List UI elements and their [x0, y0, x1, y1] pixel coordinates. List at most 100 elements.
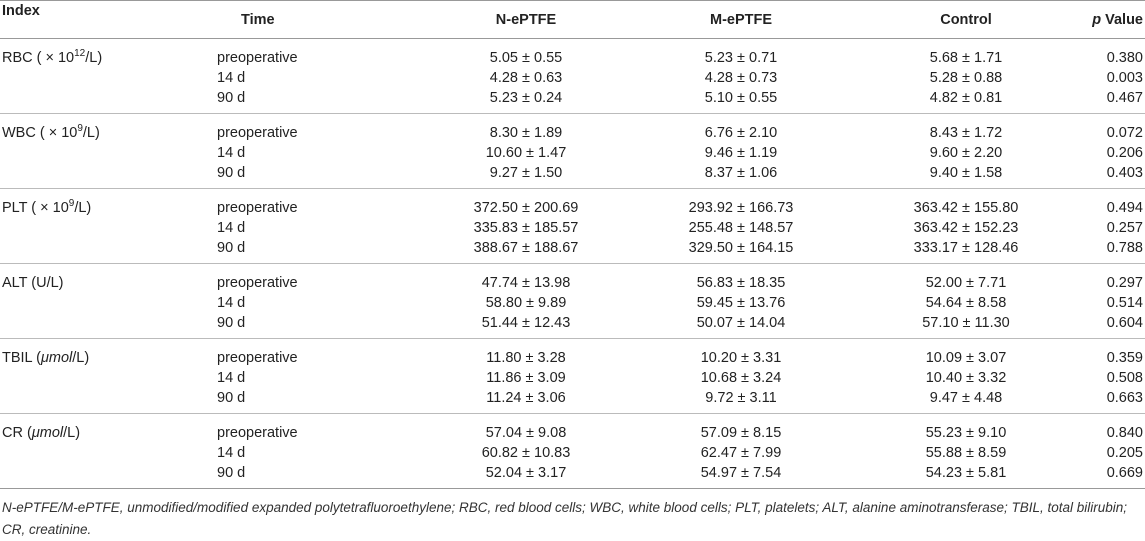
n-eptfe-cell: 60.82 ± 10.83 — [481, 445, 571, 461]
index-cell — [0, 388, 217, 414]
p-value-cell: 0.840 — [1106, 425, 1143, 441]
table-row: 90 d 9.27 ± 1.50 8.37 ± 1.06 9.40 ± 1.58 0.4… — [0, 163, 1145, 189]
n-eptfe-cell: 10.60 ± 1.47 — [485, 145, 567, 161]
time-cell: preoperative — [217, 425, 298, 441]
time-cell: 90 d — [217, 238, 421, 264]
index-label: WBC ( × 10 — [2, 125, 78, 141]
table-row: CR (μmol/L) preoperative 57.04 ± 9.08 57.09… — [0, 414, 1145, 444]
header-index: Index — [0, 0, 217, 39]
time-cell: 90 d — [217, 463, 421, 489]
p-value-cell: 0.380 — [1106, 50, 1143, 66]
time-cell: 14 d — [217, 220, 246, 236]
index-cell — [0, 88, 217, 114]
header-value-label: Value — [1101, 11, 1143, 28]
control-cell: 55.88 ± 8.59 — [925, 445, 1007, 461]
m-eptfe-cell: 293.92 ± 166.73 — [688, 200, 794, 216]
index-cell — [0, 143, 217, 163]
p-value-cell: 0.467 — [1081, 88, 1145, 114]
n-eptfe-cell: 11.86 ± 3.09 — [486, 370, 566, 386]
m-eptfe-cell: 6.76 ± 2.10 — [704, 125, 778, 141]
time-cell: 90 d — [217, 88, 421, 114]
control-cell: 10.09 ± 3.07 — [925, 350, 1007, 366]
time-cell: 90 d — [217, 313, 421, 339]
n-eptfe-cell: 47.74 ± 13.98 — [481, 275, 571, 291]
m-eptfe-cell: 57.09 ± 8.15 — [700, 425, 782, 441]
index-cell — [0, 443, 217, 463]
control-cell: 333.17 ± 128.46 — [851, 238, 1081, 264]
m-eptfe-cell: 255.48 ± 148.57 — [688, 220, 794, 236]
unit-italic: μmol — [40, 350, 73, 366]
p-value-cell: 0.359 — [1106, 350, 1143, 366]
index-cell — [0, 238, 217, 264]
row-group: PLT ( × 109/L) preoperative 372.50 ± 200.6… — [0, 189, 1145, 264]
header-p-italic: p — [1092, 11, 1102, 28]
m-eptfe-cell: 5.10 ± 0.55 — [631, 88, 851, 114]
index-unit: /L) — [74, 200, 92, 216]
index-label: PLT ( × 10 — [2, 200, 69, 216]
n-eptfe-cell: 5.23 ± 0.24 — [421, 88, 631, 114]
n-eptfe-cell: 57.04 ± 9.08 — [485, 425, 567, 441]
n-eptfe-cell: 9.27 ± 1.50 — [421, 163, 631, 189]
index-cell — [0, 293, 217, 313]
index-label: RBC ( × 10 — [2, 50, 75, 66]
index-cell: WBC ( × 109/L) — [0, 114, 217, 144]
control-cell: 54.64 ± 8.58 — [925, 295, 1007, 311]
time-cell: 90 d — [217, 388, 421, 414]
row-group: RBC ( × 1012/L) preoperative 5.05 ± 0.55 5.… — [0, 39, 1145, 114]
p-value-cell: 0.003 — [1106, 70, 1143, 86]
table-row: WBC ( × 109/L) preoperative 8.30 ± 1.89 6.7… — [0, 114, 1145, 144]
index-cell: ALT (U/L) — [0, 264, 217, 294]
control-cell: 57.10 ± 11.30 — [851, 313, 1081, 339]
control-cell: 9.47 ± 4.48 — [851, 388, 1081, 414]
time-cell: preoperative — [217, 350, 298, 366]
m-eptfe-cell: 10.68 ± 3.24 — [700, 370, 782, 386]
control-cell: 54.23 ± 5.81 — [851, 463, 1081, 489]
index-label: CR (μmol/L) — [2, 425, 81, 441]
table-row: 90 d 51.44 ± 12.43 50.07 ± 14.04 57.10 ± 11… — [0, 313, 1145, 339]
time-cell: 14 d — [217, 295, 246, 311]
control-cell: 9.60 ± 2.20 — [929, 145, 1003, 161]
table-row: 90 d 52.04 ± 3.17 54.97 ± 7.54 54.23 ± 5.81… — [0, 463, 1145, 489]
p-value-cell: 0.494 — [1106, 200, 1143, 216]
n-eptfe-cell: 5.05 ± 0.55 — [489, 50, 563, 66]
index-cell — [0, 368, 217, 388]
table-row: 14 d 4.28 ± 0.63 4.28 ± 0.73 5.28 ± 0.88 0.0… — [0, 68, 1145, 88]
n-eptfe-cell: 11.80 ± 3.28 — [486, 350, 566, 366]
index-label: ALT (U/L) — [2, 275, 64, 291]
index-cell — [0, 68, 217, 88]
header-time: Time — [217, 0, 421, 39]
row-group: WBC ( × 109/L) preoperative 8.30 ± 1.89 6.7… — [0, 114, 1145, 189]
p-value-cell: 0.257 — [1106, 220, 1143, 236]
table-row: 90 d 388.67 ± 188.67 329.50 ± 164.15 333.17… — [0, 238, 1145, 264]
m-eptfe-cell: 56.83 ± 18.35 — [696, 275, 786, 291]
control-cell: 5.28 ± 0.88 — [929, 70, 1003, 86]
index-cell: TBIL (μmol/L) — [0, 339, 217, 369]
n-eptfe-cell: 58.80 ± 9.89 — [485, 295, 567, 311]
index-cell: RBC ( × 1012/L) — [0, 39, 217, 69]
m-eptfe-cell: 329.50 ± 164.15 — [631, 238, 851, 264]
time-cell: 14 d — [217, 145, 246, 161]
n-eptfe-cell: 388.67 ± 188.67 — [421, 238, 631, 264]
m-eptfe-cell: 62.47 ± 7.99 — [700, 445, 782, 461]
m-eptfe-cell: 9.72 ± 3.11 — [631, 388, 851, 414]
m-eptfe-cell: 59.45 ± 13.76 — [696, 295, 786, 311]
control-cell: 9.40 ± 1.58 — [851, 163, 1081, 189]
table-header: Index Time N-ePTFE M-ePTFE Control p Val… — [0, 0, 1145, 39]
p-value-cell: 0.663 — [1081, 388, 1145, 414]
table-row: PLT ( × 109/L) preoperative 372.50 ± 200.6… — [0, 189, 1145, 219]
m-eptfe-cell: 4.28 ± 0.73 — [704, 70, 778, 86]
n-eptfe-cell: 51.44 ± 12.43 — [421, 313, 631, 339]
table-row: 14 d 58.80 ± 9.89 59.45 ± 13.76 54.64 ± 8.5… — [0, 293, 1145, 313]
table-row: 14 d 60.82 ± 10.83 62.47 ± 7.99 55.88 ± 8.5… — [0, 443, 1145, 463]
row-group: TBIL (μmol/L) preoperative 11.80 ± 3.28 10.… — [0, 339, 1145, 414]
table-row: ALT (U/L) preoperative 47.74 ± 13.98 56.83 … — [0, 264, 1145, 294]
index-exponent: 9 — [77, 123, 83, 135]
control-cell: 10.40 ± 3.32 — [925, 370, 1007, 386]
m-eptfe-cell: 5.23 ± 0.71 — [704, 50, 778, 66]
p-value-cell: 0.072 — [1106, 125, 1143, 141]
m-eptfe-cell: 10.20 ± 3.31 — [700, 350, 782, 366]
time-cell: preoperative — [217, 200, 298, 216]
table-row: RBC ( × 1012/L) preoperative 5.05 ± 0.55 5.… — [0, 39, 1145, 69]
n-eptfe-cell: 8.30 ± 1.89 — [489, 125, 563, 141]
